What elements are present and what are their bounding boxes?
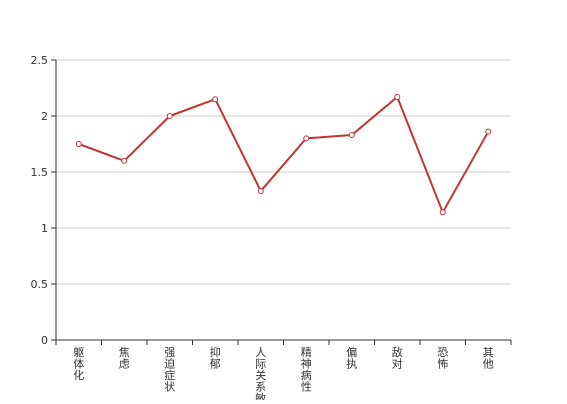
x-tick-label: 其他 xyxy=(483,346,494,371)
series-line xyxy=(78,95,490,214)
data-point[interactable] xyxy=(303,135,310,142)
y-tick-label: 1 xyxy=(41,222,48,235)
x-tick-labels: 躯体化 焦虑 强迫症状 抑郁 人际关系敏感 精神病性 偏执 敌对 恐怖 其他 xyxy=(73,345,494,404)
y-tick-label: 2 xyxy=(41,110,48,123)
data-point[interactable] xyxy=(348,132,355,139)
series-line-layer xyxy=(78,95,490,214)
x-tick-label: 躯体化 xyxy=(73,346,84,382)
x-tick-label: 焦虑 xyxy=(119,346,130,371)
x-tick-label: 强迫症状 xyxy=(164,346,175,394)
grid-lines xyxy=(56,59,511,285)
x-tick-label: 抑郁 xyxy=(210,345,221,371)
data-point[interactable] xyxy=(212,96,219,103)
data-point[interactable] xyxy=(394,93,401,100)
x-tick-label: 偏执 xyxy=(346,345,357,371)
x-tick-label: 精神病性 xyxy=(301,346,312,394)
data-point[interactable] xyxy=(121,157,128,164)
y-tick-labels: 0 0.5 1 1.5 2 2.5 xyxy=(31,54,49,347)
y-tick-label: 2.5 xyxy=(31,54,49,67)
x-tick-label: 人际关系敏感 xyxy=(255,346,266,400)
y-tick-label: 0.5 xyxy=(31,278,49,291)
data-point[interactable] xyxy=(439,209,446,216)
data-point[interactable] xyxy=(166,113,173,119)
y-tick-label: 1.5 xyxy=(31,166,49,179)
data-point[interactable] xyxy=(485,128,492,135)
x-tick-label: 恐怖 xyxy=(437,346,448,371)
axes xyxy=(51,59,512,345)
data-point-markers xyxy=(75,93,492,216)
y-tick-label: 0 xyxy=(41,334,48,347)
x-tick-label: 敌对 xyxy=(392,345,403,371)
data-point[interactable] xyxy=(75,141,82,147)
data-point[interactable] xyxy=(257,188,264,195)
